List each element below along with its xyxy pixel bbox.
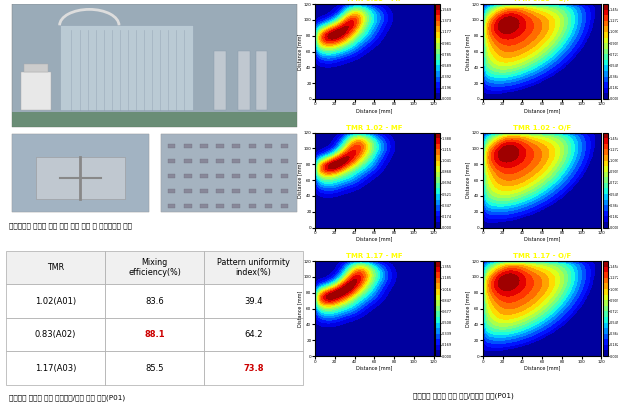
Bar [161, 133, 297, 212]
Bar [184, 159, 192, 163]
X-axis label: Distance [mm]: Distance [mm] [356, 365, 392, 370]
Bar [281, 174, 288, 178]
Bar [248, 144, 256, 149]
Bar [248, 204, 256, 208]
Y-axis label: Distance [mm]: Distance [mm] [297, 290, 302, 327]
Y-axis label: Distance [mm]: Distance [mm] [465, 290, 470, 327]
Bar [200, 174, 208, 178]
Y-axis label: Distance [mm]: Distance [mm] [465, 33, 470, 70]
Bar [200, 189, 208, 193]
Bar [168, 144, 176, 149]
Bar [184, 144, 192, 149]
Bar [59, 25, 193, 110]
Y-axis label: Distance [mm]: Distance [mm] [297, 162, 302, 198]
Bar [281, 159, 288, 163]
Bar [232, 189, 240, 193]
Bar [184, 189, 192, 193]
Bar [12, 133, 149, 212]
Bar [184, 174, 192, 178]
Bar [256, 51, 268, 110]
Bar [265, 159, 272, 163]
Title: TMR 1.02 - MF: TMR 1.02 - MF [346, 125, 402, 131]
Bar [216, 144, 224, 149]
Bar [168, 174, 176, 178]
Bar [281, 204, 288, 208]
Title: TMR 0.83 - MF: TMR 0.83 - MF [346, 0, 402, 2]
Bar [248, 174, 256, 178]
Bar [168, 159, 176, 163]
Bar [214, 51, 226, 110]
Bar [232, 159, 240, 163]
X-axis label: Distance [mm]: Distance [mm] [524, 365, 561, 370]
Bar [216, 204, 224, 208]
Bar [24, 64, 48, 72]
Bar [200, 159, 208, 163]
Y-axis label: Distance [mm]: Distance [mm] [465, 162, 470, 198]
Bar [265, 204, 272, 208]
X-axis label: Distance [mm]: Distance [mm] [356, 108, 392, 113]
Bar [265, 174, 272, 178]
Title: TMR 1.17 - O/F: TMR 1.17 - O/F [513, 253, 571, 259]
Text: 총운동량 변화에 따른 질량/혼합율 분포(P01): 총운동량 변화에 따른 질량/혼합율 분포(P01) [413, 392, 514, 399]
Bar [232, 204, 240, 208]
X-axis label: Distance [mm]: Distance [mm] [524, 236, 561, 242]
Bar [161, 133, 297, 212]
Bar [200, 144, 208, 149]
Bar [248, 189, 256, 193]
Bar [216, 189, 224, 193]
Text: 패터네이터 시험을 위한 펌프 신규 설치 및 패터네이터 수정: 패터네이터 시험을 위한 펌프 신규 설치 및 패터네이터 수정 [9, 222, 132, 228]
Title: TMR 1.02 - O/F: TMR 1.02 - O/F [513, 125, 571, 131]
Bar [238, 51, 250, 110]
Bar [36, 157, 125, 200]
Bar [216, 159, 224, 163]
Title: TMR 1.17 - MF: TMR 1.17 - MF [346, 253, 402, 259]
Bar [168, 189, 176, 193]
X-axis label: Distance [mm]: Distance [mm] [524, 108, 561, 113]
Bar [12, 112, 297, 127]
Bar [216, 174, 224, 178]
Bar [12, 133, 149, 212]
Bar [200, 204, 208, 208]
Bar [281, 144, 288, 149]
Bar [232, 144, 240, 149]
Bar [232, 174, 240, 178]
Y-axis label: Distance [mm]: Distance [mm] [297, 33, 302, 70]
Bar [248, 159, 256, 163]
Bar [168, 204, 176, 208]
Bar [265, 189, 272, 193]
Bar [184, 204, 192, 208]
Bar [281, 189, 288, 193]
Bar [265, 144, 272, 149]
X-axis label: Distance [mm]: Distance [mm] [356, 236, 392, 242]
Title: TMR 0.83 - O/F: TMR 0.83 - O/F [513, 0, 571, 2]
Bar [21, 72, 51, 110]
Bar [12, 4, 297, 127]
Text: 총운동량 변화에 따른 질량분포/혼합 효율 평가(P01): 총운동량 변화에 따른 질량분포/혼합 효율 평가(P01) [9, 395, 125, 401]
